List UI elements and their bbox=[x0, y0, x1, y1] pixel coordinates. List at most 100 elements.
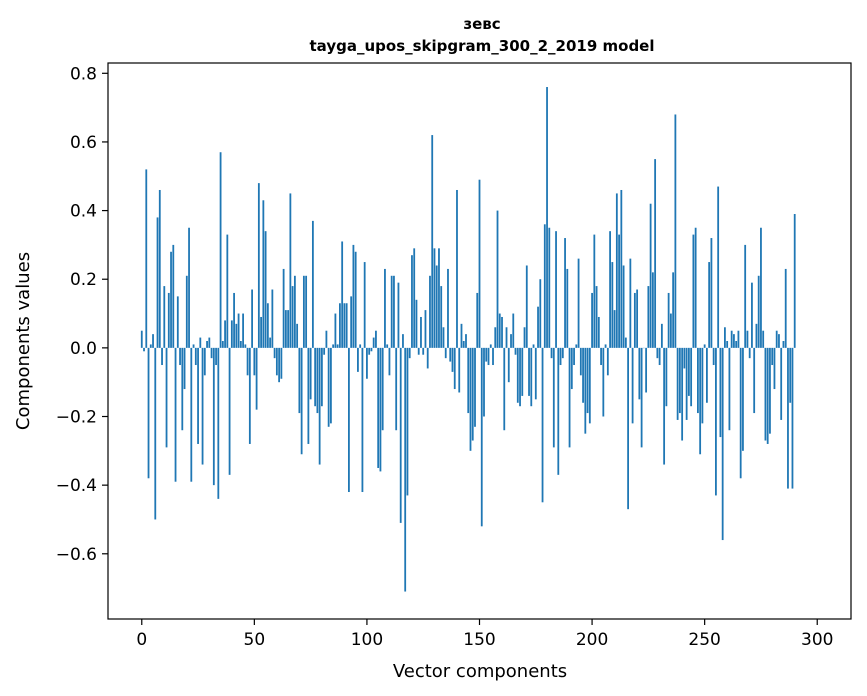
bar-88 bbox=[339, 303, 341, 348]
bar-277 bbox=[764, 347, 767, 441]
x-tick-label: 200 bbox=[576, 630, 608, 650]
bar-212 bbox=[618, 234, 620, 348]
bar-55 bbox=[264, 231, 267, 348]
bar-227 bbox=[651, 272, 654, 348]
bar-184 bbox=[555, 231, 557, 348]
bar-73 bbox=[305, 275, 308, 348]
bar-268 bbox=[744, 244, 747, 348]
bar-62 bbox=[280, 347, 283, 379]
bar-125 bbox=[422, 347, 425, 355]
bar-91 bbox=[345, 303, 348, 348]
bar-1 bbox=[143, 347, 145, 352]
bar-51 bbox=[255, 347, 258, 410]
bar-156 bbox=[492, 347, 494, 366]
bar-117 bbox=[404, 347, 407, 592]
bar-181 bbox=[548, 227, 551, 348]
bar-272 bbox=[753, 347, 756, 414]
bar-247 bbox=[697, 347, 699, 414]
bar-17 bbox=[179, 347, 181, 366]
bar-106 bbox=[379, 347, 382, 472]
bar-162 bbox=[505, 327, 508, 348]
bar-8 bbox=[158, 189, 161, 348]
x-axis-ticks: 0 50 100 150 200 250 300 bbox=[136, 619, 833, 650]
bar-198 bbox=[586, 347, 589, 414]
bar-26 bbox=[199, 337, 202, 348]
bar-271 bbox=[751, 282, 753, 348]
bar-186 bbox=[559, 347, 562, 366]
y-axis-ticks: −0.6 −0.4 −0.2 0.0 0.2 0.4 0.6 0.8 bbox=[56, 64, 108, 565]
bar-121 bbox=[413, 248, 416, 348]
bar-224 bbox=[645, 347, 648, 393]
bar-142 bbox=[460, 323, 463, 348]
bar-65 bbox=[287, 310, 290, 348]
bar-200 bbox=[591, 292, 593, 348]
x-tick-label: 50 bbox=[244, 630, 266, 650]
bar-32 bbox=[212, 347, 215, 486]
bar-29 bbox=[206, 341, 208, 348]
bar-44 bbox=[239, 341, 242, 348]
bar-25 bbox=[197, 347, 199, 444]
bar-86 bbox=[334, 313, 337, 348]
bar-254 bbox=[712, 347, 715, 366]
bar-275 bbox=[760, 227, 762, 348]
bar-286 bbox=[784, 268, 787, 348]
bar-259 bbox=[724, 327, 726, 348]
bar-243 bbox=[687, 347, 690, 396]
bar-269 bbox=[746, 330, 749, 348]
bar-287 bbox=[787, 347, 789, 489]
plot-area-frame bbox=[107, 62, 852, 620]
bar-155 bbox=[489, 344, 492, 348]
bar-122 bbox=[415, 299, 418, 348]
bar-265 bbox=[737, 330, 740, 348]
bar-201 bbox=[593, 234, 596, 348]
x-tick-label: 250 bbox=[688, 630, 720, 650]
bar-165 bbox=[512, 313, 515, 348]
bar-93 bbox=[350, 296, 353, 348]
chart-title: зевс bbox=[463, 15, 500, 33]
bar-226 bbox=[649, 203, 652, 348]
bar-119 bbox=[408, 347, 411, 359]
bar-185 bbox=[557, 347, 560, 475]
bar-252 bbox=[708, 262, 711, 348]
bar-99 bbox=[363, 262, 366, 348]
bar-56 bbox=[266, 303, 269, 348]
bar-104 bbox=[375, 330, 377, 348]
x-axis-label: Vector components bbox=[393, 661, 567, 682]
bar-217 bbox=[629, 258, 632, 348]
bar-283 bbox=[778, 334, 780, 348]
bar-190 bbox=[568, 347, 571, 448]
bar-9 bbox=[161, 347, 163, 366]
bar-256 bbox=[717, 186, 720, 348]
bar-207 bbox=[606, 347, 609, 376]
bar-48 bbox=[248, 347, 251, 444]
bar-220 bbox=[636, 289, 639, 348]
x-tick-label: 0 bbox=[136, 630, 147, 650]
bar-0 bbox=[140, 330, 143, 348]
bar-105 bbox=[377, 347, 380, 468]
bar-11 bbox=[165, 347, 168, 448]
bar-40 bbox=[230, 320, 233, 348]
bar-258 bbox=[721, 347, 724, 541]
bar-77 bbox=[314, 347, 317, 407]
bar-231 bbox=[660, 323, 663, 348]
bar-284 bbox=[780, 347, 783, 420]
bar-22 bbox=[190, 347, 193, 482]
bar-98 bbox=[361, 347, 364, 493]
bar-154 bbox=[487, 347, 490, 366]
bar-163 bbox=[507, 347, 510, 383]
bar-24 bbox=[194, 347, 197, 366]
bar-222 bbox=[640, 347, 643, 448]
bar-176 bbox=[537, 306, 539, 348]
bar-6 bbox=[154, 347, 157, 520]
bar-112 bbox=[393, 275, 395, 348]
bar-85 bbox=[332, 344, 335, 348]
bar-232 bbox=[663, 347, 666, 465]
bar-278 bbox=[766, 347, 769, 444]
bar-54 bbox=[262, 200, 265, 348]
bar-250 bbox=[703, 344, 706, 348]
bar-171 bbox=[525, 265, 528, 348]
bar-178 bbox=[541, 347, 544, 503]
bar-115 bbox=[399, 347, 402, 523]
bar-14 bbox=[172, 244, 175, 348]
bar-13 bbox=[170, 251, 172, 348]
